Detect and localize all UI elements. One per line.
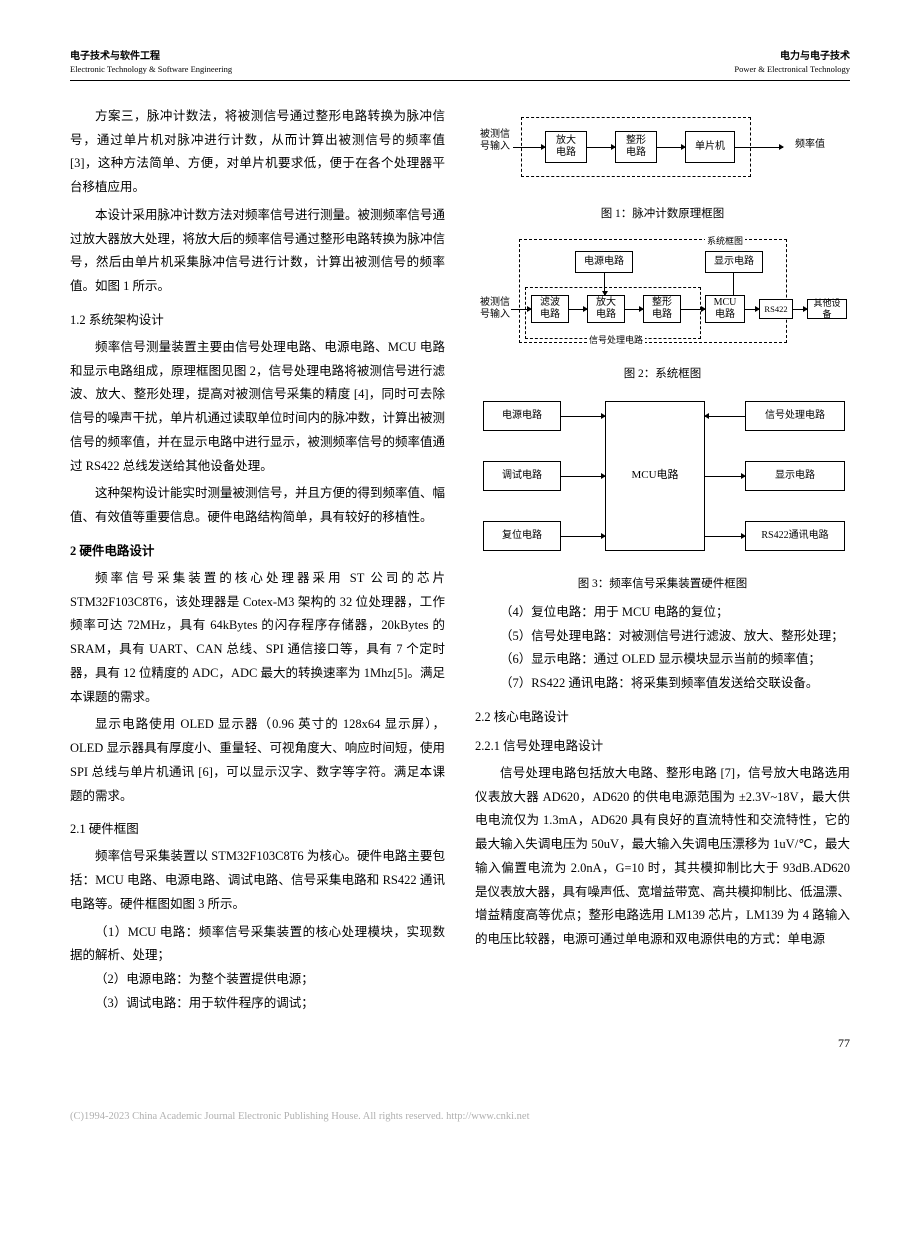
arrow-icon: [681, 309, 705, 310]
header-right: 电力与电子技术 Power & Electronical Technology: [734, 50, 850, 76]
fig2-diagram: 系统框图 信号处理电路 被测信 号输入 电源电路 显示电路 滤波 电路 放大 电…: [475, 231, 850, 361]
fig3-diagram: 电源电路 调试电路 复位电路 信号处理电路 显示电路 RS422通讯电路 MCU…: [475, 391, 850, 571]
arrow-icon: [735, 147, 783, 148]
fig2-mcu-box: MCU 电路: [705, 295, 745, 323]
fig1-caption: 图 1：脉冲计数原理框图: [475, 205, 850, 221]
enum-item: （3）调试电路：用于软件程序的调试；: [70, 992, 445, 1016]
fig2-filter-box: 滤波 电路: [531, 295, 569, 323]
fig3-sigproc-box: 信号处理电路: [745, 401, 845, 431]
line-icon: [733, 273, 734, 295]
heading-2-2-1: 2.2.1 信号处理电路设计: [475, 735, 850, 754]
fig2-display-box: 显示电路: [705, 251, 763, 273]
arrow-icon: [561, 416, 605, 417]
paragraph: 本设计采用脉冲计数方法对频率信号进行测量。被测频率信号通过放大器放大处理，将放大…: [70, 204, 445, 299]
section-title-cn: 电力与电子技术: [734, 50, 850, 64]
figure-1: 被测信 号输入 放大 电路 整形 电路 单片机 频率值 图 1：脉冲计数原理框图: [475, 111, 850, 221]
page-header: 电子技术与软件工程 Electronic Technology & Softwa…: [70, 50, 850, 81]
paragraph: 显示电路使用 OLED 显示器（0.96 英寸的 128x64 显示屏），OLE…: [70, 713, 445, 808]
arrow-icon: [587, 147, 615, 148]
arrow-icon: [561, 476, 605, 477]
left-column: 方案三，脉冲计数法，将被测信号通过整形电路转换为脉冲信号，通过单片机对脉冲进行计…: [70, 105, 445, 1016]
page: 电子技术与软件工程 Electronic Technology & Softwa…: [0, 0, 920, 1081]
arrow-icon: [657, 147, 685, 148]
header-left: 电子技术与软件工程 Electronic Technology & Softwa…: [70, 50, 232, 76]
fig2-input-label: 被测信 号输入: [475, 297, 515, 321]
fig1-shape-box: 整形 电路: [615, 131, 657, 163]
arrow-icon: [705, 536, 745, 537]
fig3-power-box: 电源电路: [483, 401, 561, 431]
fig2-power-box: 电源电路: [575, 251, 633, 273]
heading-2-2: 2.2 核心电路设计: [475, 706, 850, 725]
paragraph: 这种架构设计能实时测量被测信号，并且方便的得到频率值、幅值、有效值等重要信息。硬…: [70, 482, 445, 530]
fig3-debug-box: 调试电路: [483, 461, 561, 491]
enum-item: （1）MCU 电路：频率信号采集装置的核心处理模块，实现数据的解析、处理；: [70, 921, 445, 969]
arrow-icon: [705, 416, 745, 417]
enum-item: （6）显示电路：通过 OLED 显示模块显示当前的频率值；: [475, 648, 850, 672]
fig3-mcu-box: MCU电路: [605, 401, 705, 551]
fig3-display-box: 显示电路: [745, 461, 845, 491]
arrow-icon: [513, 147, 545, 148]
fig2-rs422-box: RS422: [759, 299, 793, 319]
journal-title-en: Electronic Technology & Software Enginee…: [70, 64, 232, 76]
arrow-icon: [604, 273, 605, 295]
arrow-icon: [793, 309, 807, 310]
arrow-icon: [569, 309, 587, 310]
two-column-layout: 方案三，脉冲计数法，将被测信号通过整形电路转换为脉冲信号，通过单片机对脉冲进行计…: [70, 105, 850, 1016]
fig2-caption: 图 2：系统框图: [475, 365, 850, 381]
paragraph: 方案三，脉冲计数法，将被测信号通过整形电路转换为脉冲信号，通过单片机对脉冲进行计…: [70, 105, 445, 200]
page-number: 77: [70, 1036, 850, 1051]
figure-3: 电源电路 调试电路 复位电路 信号处理电路 显示电路 RS422通讯电路 MCU…: [475, 391, 850, 591]
fig1-mcu-box: 单片机: [685, 131, 735, 163]
fig1-diagram: 被测信 号输入 放大 电路 整形 电路 单片机 频率值: [475, 111, 850, 201]
paragraph: 频率信号采集装置的核心处理器采用 ST 公司的芯片 STM32F103C8T6，…: [70, 567, 445, 710]
arrow-icon: [625, 309, 643, 310]
paragraph: 信号处理电路包括放大电路、整形电路 [7]，信号放大电路选用仪表放大器 AD62…: [475, 762, 850, 952]
heading-2: 2 硬件电路设计: [70, 540, 445, 559]
fig2-sys-label: 系统框图: [705, 234, 745, 247]
enum-item: （4）复位电路：用于 MCU 电路的复位；: [475, 601, 850, 625]
fig2-other-box: 其他设备: [807, 299, 847, 319]
figure-2: 系统框图 信号处理电路 被测信 号输入 电源电路 显示电路 滤波 电路 放大 电…: [475, 231, 850, 381]
arrow-icon: [561, 536, 605, 537]
paragraph: 频率信号采集装置以 STM32F103C8T6 为核心。硬件电路主要包括：MCU…: [70, 845, 445, 916]
journal-title-cn: 电子技术与软件工程: [70, 50, 232, 64]
right-column: 被测信 号输入 放大 电路 整形 电路 单片机 频率值 图 1：脉冲计数原理框图: [475, 105, 850, 1016]
enum-item: （7）RS422 通讯电路：将采集到频率值发送给交联设备。: [475, 672, 850, 696]
arrow-icon: [705, 476, 745, 477]
enum-item: （2）电源电路：为整个装置提供电源；: [70, 968, 445, 992]
heading-1-2: 1.2 系统架构设计: [70, 309, 445, 328]
arrow-icon: [745, 309, 759, 310]
arrow-icon: [511, 309, 531, 310]
paragraph: 频率信号测量装置主要由信号处理电路、电源电路、MCU 电路和显示电路组成，原理框…: [70, 336, 445, 479]
fig1-output-label: 频率值: [785, 139, 835, 151]
fig3-caption: 图 3：频率信号采集装置硬件框图: [475, 575, 850, 591]
fig3-rs422-box: RS422通讯电路: [745, 521, 845, 551]
fig1-amp-box: 放大 电路: [545, 131, 587, 163]
fig1-input-label: 被测信 号输入: [475, 129, 515, 153]
fig3-reset-box: 复位电路: [483, 521, 561, 551]
fig2-amp-box: 放大 电路: [587, 295, 625, 323]
fig2-shape-box: 整形 电路: [643, 295, 681, 323]
fig2-sig-label: 信号处理电路: [587, 333, 645, 346]
footer-copyright: (C)1994-2023 China Academic Journal Elec…: [0, 1111, 920, 1122]
section-title-en: Power & Electronical Technology: [734, 64, 850, 76]
heading-2-1: 2.1 硬件框图: [70, 818, 445, 837]
enum-item: （5）信号处理电路：对被测信号进行滤波、放大、整形处理；: [475, 625, 850, 649]
